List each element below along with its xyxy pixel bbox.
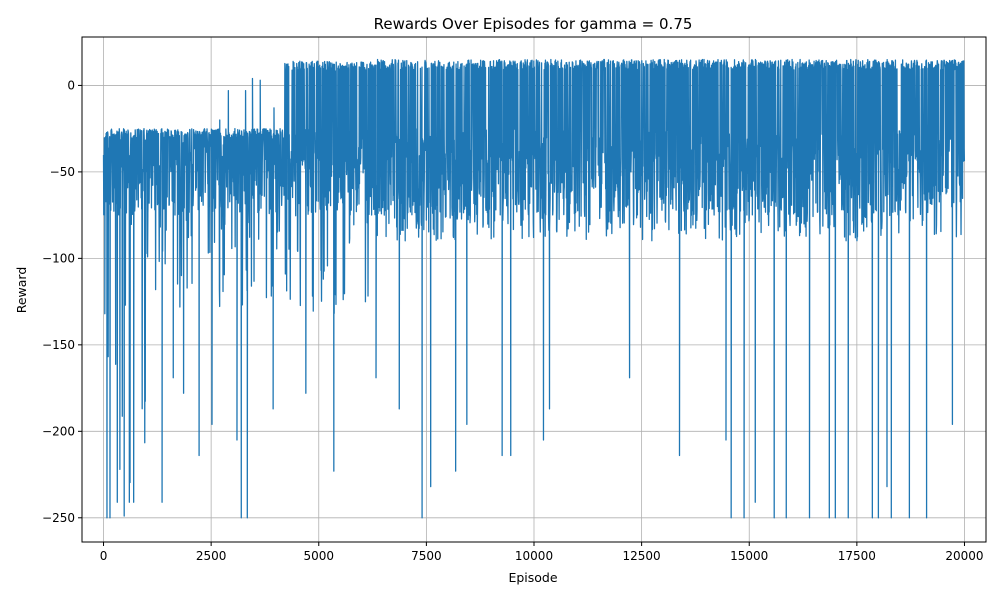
x-axis-ticks: 0 2500 5000 7500 10000 12500 15000 17500 20000 (100, 542, 984, 563)
y-tick-label: −250 (42, 511, 75, 525)
y-tick-label: 0 (67, 78, 75, 92)
x-tick-label: 15000 (730, 549, 768, 563)
y-tick-label: −100 (42, 251, 75, 265)
x-tick-label: 12500 (623, 549, 661, 563)
x-tick-label: 20000 (945, 549, 983, 563)
y-axis-ticks: 0 −50 −100 −150 −200 −250 (42, 78, 82, 525)
y-tick-label: −150 (42, 338, 75, 352)
x-tick-label: 10000 (515, 549, 553, 563)
plot-area (102, 58, 966, 519)
y-axis-label: Reward (14, 267, 29, 314)
reward-series-line (102, 58, 966, 519)
x-tick-label: 2500 (196, 549, 227, 563)
x-tick-label: 0 (100, 549, 108, 563)
x-tick-label: 7500 (411, 549, 442, 563)
chart-title: Rewards Over Episodes for gamma = 0.75 (374, 15, 693, 33)
x-tick-label: 17500 (838, 549, 876, 563)
y-tick-label: −200 (42, 424, 75, 438)
y-tick-label: −50 (50, 165, 75, 179)
x-tick-label: 5000 (303, 549, 334, 563)
x-axis-label: Episode (508, 570, 557, 585)
